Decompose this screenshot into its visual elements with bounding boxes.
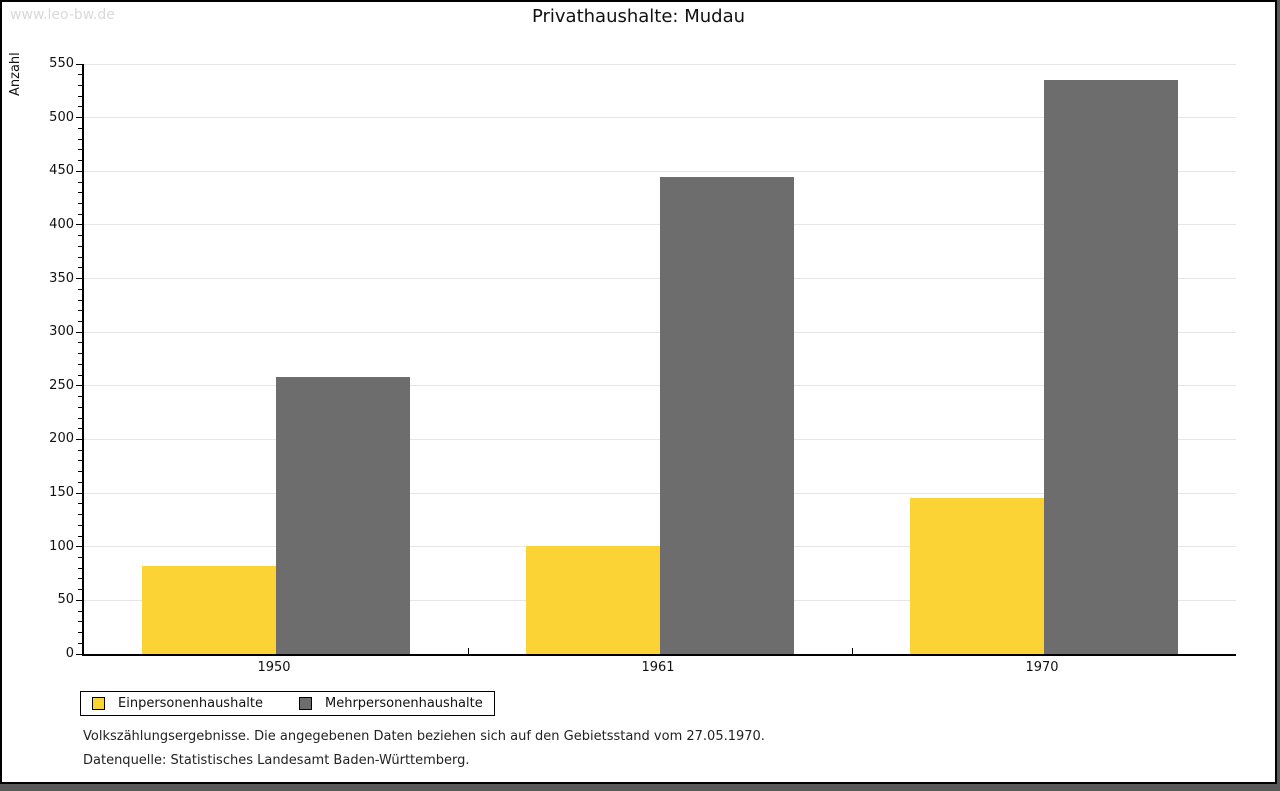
y-tick-label: 350 — [49, 270, 74, 286]
y-axis-major-tick — [76, 278, 82, 280]
x-tick-label: 1950 — [257, 660, 291, 675]
gridline — [84, 63, 1236, 65]
legend: Einpersonenhaushalte Mehrpersonenhaushalt… — [80, 691, 495, 716]
y-axis-minor-tick — [78, 342, 82, 344]
y-axis-minor-tick — [78, 535, 82, 537]
y-axis-minor-tick — [78, 503, 82, 505]
y-axis-major-tick — [76, 492, 82, 494]
y-axis-major-tick — [76, 224, 82, 226]
y-axis-minor-tick — [78, 556, 82, 558]
plot-area — [76, 63, 1236, 656]
y-axis-minor-tick — [78, 567, 82, 569]
y-tick-label: 500 — [49, 109, 74, 125]
footnote-datenquelle: Datenquelle: Statistisches Landesamt Bad… — [83, 753, 470, 768]
watermark: www.leo-bw.de — [10, 7, 115, 23]
y-axis-major-tick — [76, 117, 82, 119]
y-axis-major-tick — [76, 63, 82, 65]
bar-mehrpersonenhaushalte-1961 — [660, 176, 794, 654]
legend-swatch — [299, 697, 312, 710]
y-axis-minor-tick — [78, 514, 82, 516]
y-axis-minor-tick — [78, 642, 82, 644]
y-axis-minor-tick — [78, 288, 82, 290]
y-tick-label: 0 — [65, 646, 74, 661]
x-axis-group-tick — [468, 648, 469, 654]
y-axis-major-tick — [76, 599, 82, 601]
chart-title: Privathaushalte: Mudau — [531, 6, 746, 27]
y-axis-minor-tick — [78, 632, 82, 634]
y-axis-minor-tick — [78, 578, 82, 580]
y-axis-minor-tick — [78, 589, 82, 591]
y-axis-minor-tick — [78, 524, 82, 526]
y-axis-minor-tick — [78, 396, 82, 398]
y-axis-minor-tick — [78, 202, 82, 204]
legend-label: Einpersonenhaushalte — [118, 696, 263, 711]
y-axis-major-tick — [76, 438, 82, 440]
y-axis-minor-tick — [78, 149, 82, 151]
y-axis-major-tick — [76, 546, 82, 548]
bar-mehrpersonenhaushalte-1970 — [1044, 80, 1178, 654]
x-axis-group-tick — [852, 648, 853, 654]
y-tick-label: 100 — [49, 538, 74, 554]
y-axis-minor-tick — [78, 84, 82, 86]
y-tick-label: 200 — [49, 431, 74, 447]
y-axis-minor-tick — [78, 192, 82, 194]
legend-swatch — [92, 697, 105, 710]
x-tick-label: 1961 — [641, 660, 675, 675]
y-axis-minor-tick — [78, 481, 82, 483]
y-axis-minor-tick — [78, 621, 82, 623]
y-axis-minor-tick — [78, 213, 82, 215]
y-axis-minor-tick — [78, 310, 82, 312]
y-axis-major-tick — [76, 653, 82, 655]
bar-einpersonenhaushalte-1961 — [526, 545, 660, 654]
y-tick-label: 450 — [49, 163, 74, 179]
y-axis-minor-tick — [78, 428, 82, 430]
y-axis-minor-tick — [78, 406, 82, 408]
y-axis-minor-tick — [78, 267, 82, 269]
y-axis-minor-tick — [78, 320, 82, 322]
y-axis-minor-tick — [78, 417, 82, 419]
y-axis-minor-tick — [78, 138, 82, 140]
y-tick-label: 400 — [49, 216, 74, 232]
y-axis-minor-tick — [78, 256, 82, 258]
y-tick-label: 550 — [49, 56, 74, 71]
y-axis-minor-tick — [78, 471, 82, 473]
y-axis-minor-tick — [78, 299, 82, 301]
y-axis-minor-tick — [78, 245, 82, 247]
y-axis-minor-tick — [78, 74, 82, 76]
y-tick-label: 250 — [49, 377, 74, 393]
y-axis-major-tick — [76, 331, 82, 333]
gridline — [84, 117, 1236, 119]
y-axis-minor-tick — [78, 95, 82, 97]
y-axis-minor-tick — [78, 610, 82, 612]
y-tick-label: 150 — [49, 485, 74, 501]
bar-einpersonenhaushalte-1950 — [142, 566, 276, 654]
y-tick-label: 50 — [57, 592, 74, 608]
y-axis-minor-tick — [78, 181, 82, 183]
y-axis-minor-tick — [78, 460, 82, 462]
y-axis-minor-tick — [78, 106, 82, 108]
y-axis-minor-tick — [78, 363, 82, 365]
y-tick-label: 300 — [49, 324, 74, 340]
bar-einpersonenhaushalte-1970 — [910, 498, 1044, 654]
y-axis-minor-tick — [78, 160, 82, 162]
gridline — [84, 170, 1236, 172]
y-axis-major-tick — [76, 385, 82, 387]
y-axis-minor-tick — [78, 449, 82, 451]
x-tick-label: 1970 — [1025, 660, 1059, 675]
y-axis-major-tick — [76, 170, 82, 172]
y-axis-minor-tick — [78, 353, 82, 355]
footnote-gebietsstand: Volkszählungsergebnisse. Die angegebenen… — [83, 729, 765, 744]
y-axis-minor-tick — [78, 235, 82, 237]
legend-item: Einpersonenhaushalte — [92, 696, 263, 711]
legend-label: Mehrpersonenhaushalte — [325, 696, 483, 711]
bar-mehrpersonenhaushalte-1950 — [276, 377, 410, 654]
y-axis-minor-tick — [78, 374, 82, 376]
y-axis-minor-tick — [78, 127, 82, 129]
legend-item: Mehrpersonenhaushalte — [299, 696, 483, 711]
